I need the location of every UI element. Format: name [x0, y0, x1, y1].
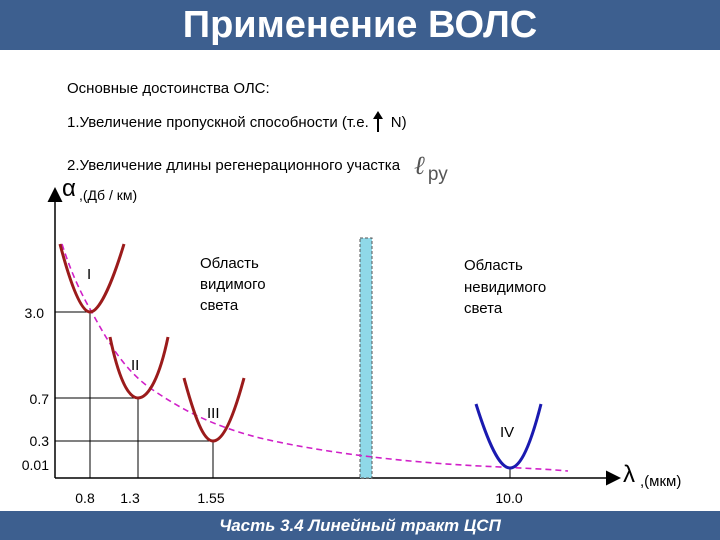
- visible-region-label: Область видимого света: [200, 255, 266, 314]
- visible-light-boundary: [359, 237, 373, 479]
- svg-text:света: света: [200, 297, 239, 314]
- footer-bar: Часть 3.4 Линейный тракт ЦСП: [0, 511, 720, 540]
- advantage-1-suffix: N): [390, 114, 407, 131]
- x-tick: 0.8: [75, 490, 95, 506]
- svg-text:видимого: видимого: [200, 276, 266, 293]
- y-axis-symbol: α: [62, 175, 76, 202]
- invisible-region-label: Область невидимого света: [464, 257, 546, 317]
- y-axis-unit: ,(Дб / км): [79, 187, 137, 203]
- slide-title: Применение ВОЛС: [182, 3, 538, 46]
- window-iii-curve: [182, 377, 246, 443]
- svg-text:света: света: [464, 300, 503, 317]
- x-tick: 1.55: [197, 490, 224, 506]
- advantages-heading: Основные достоинства ОЛС:: [67, 80, 270, 97]
- attenuation-envelope: [61, 243, 569, 472]
- x-axis-unit: ,(мкм): [640, 473, 681, 490]
- window-label-iv: IV: [500, 424, 514, 441]
- y-tick: 0.7: [30, 391, 50, 407]
- window-i-curve: [58, 243, 126, 314]
- y-tick: 0.01: [22, 457, 49, 473]
- advantage-1: 1.Увеличение пропускной способности (т.е…: [67, 111, 407, 133]
- x-tick: 1.3: [120, 490, 140, 506]
- window-label-iii: III: [207, 405, 220, 422]
- footer-text: Часть 3.4 Линейный тракт ЦСП: [219, 515, 501, 535]
- advantage-2-text: 2.Увеличение длины регенерационного учас…: [67, 157, 401, 174]
- svg-text:невидимого: невидимого: [464, 279, 546, 296]
- reference-lines: [55, 311, 511, 478]
- window-label-i: I: [87, 266, 91, 283]
- svg-text:Область: Область: [464, 257, 523, 274]
- y-tick: 0.3: [30, 433, 50, 449]
- regeneration-length-subscript: ру: [427, 164, 448, 185]
- regeneration-length-symbol: ℓ: [414, 151, 425, 181]
- advantage-1-prefix: 1.Увеличение пропускной способности (т.е…: [67, 114, 369, 131]
- x-tick: 10.0: [495, 490, 522, 506]
- svg-text:Область: Область: [200, 255, 259, 272]
- window-iv-curve: [474, 403, 543, 470]
- window-ii-curve: [108, 336, 170, 400]
- x-axis-symbol: λ: [623, 461, 635, 488]
- y-tick: 3.0: [25, 305, 45, 321]
- title-bar: Применение ВОЛС: [0, 0, 720, 50]
- up-arrow-icon: [369, 111, 387, 133]
- advantage-2: 2.Увеличение длины регенерационного учас…: [67, 147, 448, 185]
- window-label-ii: II: [131, 357, 139, 374]
